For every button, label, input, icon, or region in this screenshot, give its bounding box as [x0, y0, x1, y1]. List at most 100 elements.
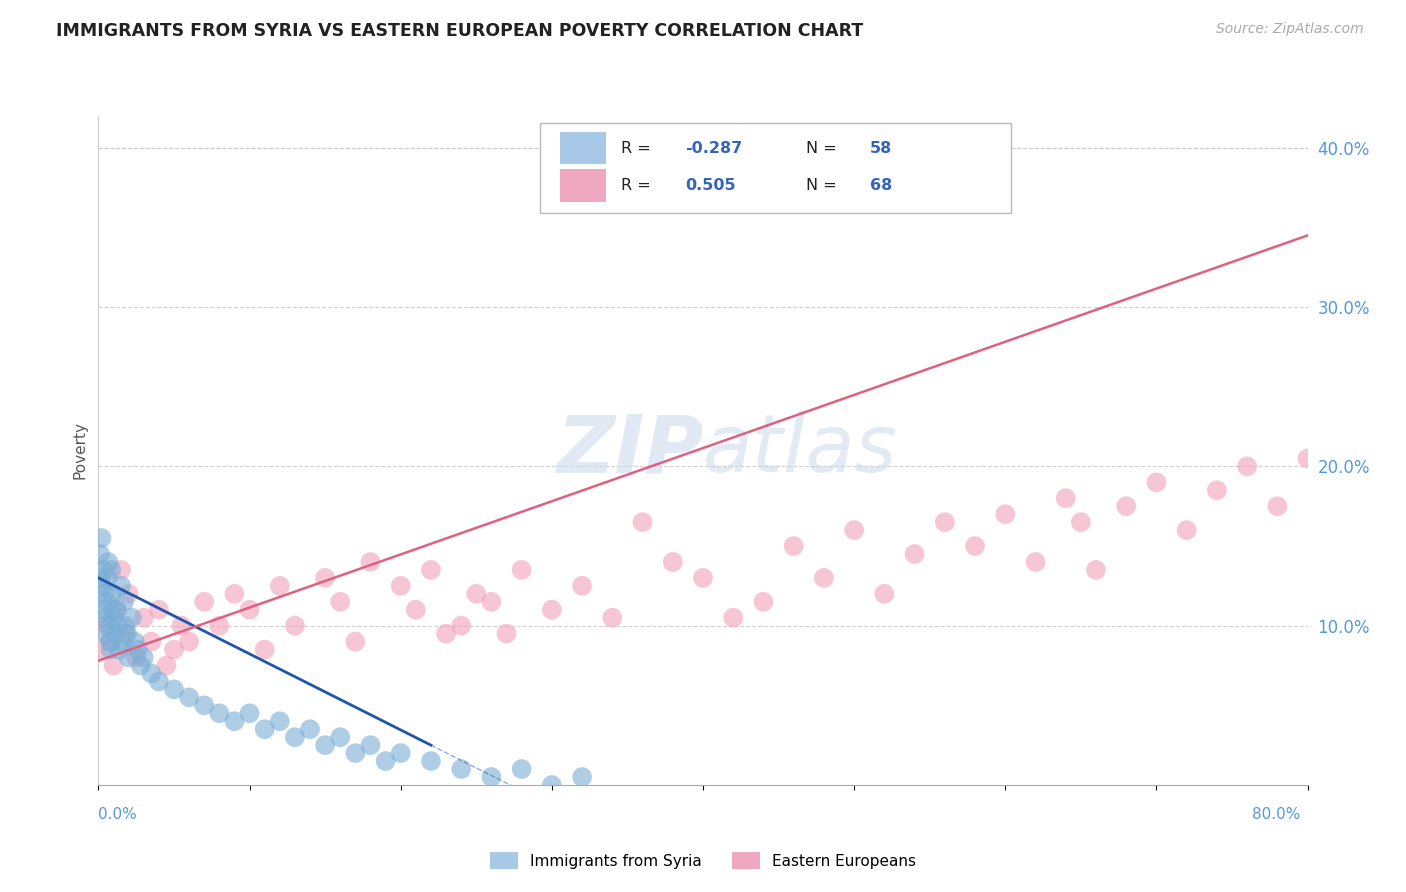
Y-axis label: Poverty: Poverty — [72, 421, 87, 480]
Point — [91, 579, 114, 593]
Point — [965, 539, 987, 553]
Point — [1070, 515, 1092, 529]
Point — [481, 595, 503, 609]
Point — [114, 626, 136, 640]
Point — [631, 515, 654, 529]
Point — [360, 738, 382, 752]
Point — [374, 754, 396, 768]
Point — [420, 563, 443, 577]
Point — [110, 563, 132, 577]
Point — [783, 539, 806, 553]
Point — [179, 690, 201, 705]
Point — [90, 531, 112, 545]
Point — [127, 642, 149, 657]
Point — [104, 626, 127, 640]
Legend: Immigrants from Syria, Eastern Europeans: Immigrants from Syria, Eastern Europeans — [484, 846, 922, 875]
Point — [193, 595, 215, 609]
Point — [101, 603, 124, 617]
Point — [239, 603, 262, 617]
Text: ZIP: ZIP — [555, 411, 703, 490]
Point — [571, 579, 593, 593]
Point — [844, 523, 866, 537]
Point — [98, 618, 121, 632]
Point — [163, 642, 186, 657]
Point — [450, 618, 472, 632]
Point — [1206, 483, 1229, 498]
Point — [344, 746, 367, 760]
Point — [253, 642, 276, 657]
Point — [873, 587, 896, 601]
Point — [124, 634, 146, 648]
Point — [284, 618, 307, 632]
Point — [148, 674, 170, 689]
Point — [1054, 491, 1077, 506]
Point — [389, 746, 412, 760]
Text: atlas: atlas — [703, 411, 898, 490]
Point — [541, 603, 564, 617]
Point — [98, 634, 121, 648]
Point — [723, 611, 745, 625]
Point — [1296, 451, 1319, 466]
Point — [94, 618, 117, 632]
Point — [1146, 475, 1168, 490]
Point — [103, 611, 125, 625]
Point — [495, 626, 517, 640]
Point — [329, 730, 352, 744]
Point — [752, 595, 775, 609]
Text: 58: 58 — [870, 141, 893, 155]
Point — [465, 587, 488, 601]
Point — [93, 587, 115, 601]
Point — [994, 507, 1017, 521]
Text: R =: R = — [621, 141, 655, 155]
Point — [111, 634, 134, 648]
Point — [224, 587, 246, 601]
Point — [1175, 523, 1198, 537]
Point — [96, 595, 118, 609]
Point — [110, 579, 132, 593]
Point — [813, 571, 835, 585]
Point — [314, 571, 336, 585]
Point — [299, 723, 322, 737]
Point — [118, 587, 141, 601]
Point — [329, 595, 352, 609]
Point — [541, 778, 564, 792]
Point — [94, 611, 117, 625]
Point — [100, 642, 122, 657]
Point — [904, 547, 927, 561]
Point — [170, 618, 193, 632]
Point — [602, 611, 624, 625]
Point — [107, 618, 129, 632]
Point — [163, 682, 186, 697]
Text: N =: N = — [806, 141, 842, 155]
Point — [97, 555, 120, 569]
Point — [115, 626, 138, 640]
Point — [129, 658, 152, 673]
Text: R =: R = — [621, 178, 655, 193]
Point — [89, 547, 111, 561]
Point — [344, 634, 367, 648]
Point — [193, 698, 215, 713]
FancyBboxPatch shape — [540, 123, 1011, 213]
Point — [1267, 500, 1289, 514]
Point — [132, 611, 155, 625]
Point — [510, 563, 533, 577]
Point — [692, 571, 714, 585]
Point — [481, 770, 503, 784]
Point — [1236, 459, 1258, 474]
Point — [94, 626, 117, 640]
Point — [1085, 563, 1108, 577]
Point — [112, 595, 135, 609]
Point — [434, 626, 457, 640]
Point — [132, 650, 155, 665]
Point — [1357, 491, 1379, 506]
Text: 0.0%: 0.0% — [98, 807, 138, 822]
Point — [141, 634, 163, 648]
Point — [208, 706, 231, 721]
Point — [101, 587, 124, 601]
Point — [360, 555, 382, 569]
Point — [96, 571, 118, 585]
Point — [179, 634, 201, 648]
Point — [389, 579, 412, 593]
Point — [284, 730, 307, 744]
Text: 0.505: 0.505 — [685, 178, 735, 193]
